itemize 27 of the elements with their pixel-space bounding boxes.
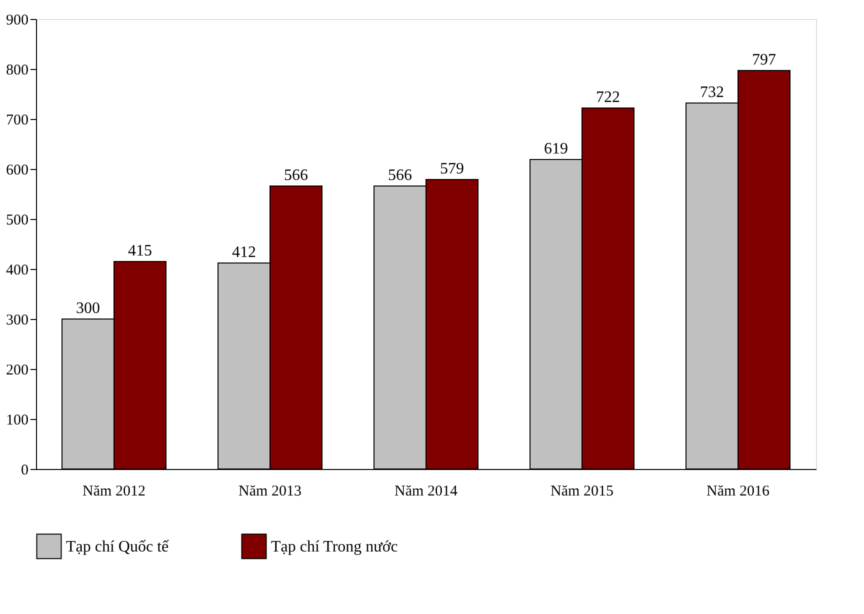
data-label: 415 <box>128 242 152 260</box>
data-label: 579 <box>440 160 464 178</box>
y-tick-label: 200 <box>6 362 28 378</box>
y-tick-label: 900 <box>6 12 28 28</box>
y-tick-label: 0 <box>21 462 28 478</box>
data-label: 732 <box>700 84 724 101</box>
y-tick-label: 100 <box>6 412 28 428</box>
data-label: 619 <box>544 140 568 158</box>
data-label: 722 <box>596 89 620 106</box>
y-tick-label: 400 <box>6 262 28 278</box>
y-tick-label: 500 <box>6 212 28 228</box>
legend-label: Tạp chí Trong nước <box>271 538 398 556</box>
data-label: 566 <box>388 167 412 184</box>
y-tick-label: 700 <box>6 112 28 128</box>
x-tick-label: Năm 2012 <box>82 484 146 500</box>
data-label: 412 <box>232 244 256 261</box>
legend-label: Tạp chí Quốc tế <box>66 538 170 556</box>
y-tick-label: 800 <box>6 62 28 78</box>
x-tick-label: Năm 2015 <box>550 484 614 500</box>
x-tick-label: Năm 2016 <box>706 484 770 500</box>
data-label: 300 <box>76 300 100 317</box>
x-tick-label: Năm 2013 <box>238 484 302 500</box>
y-tick-label: 300 <box>6 312 28 328</box>
y-tick-label: 600 <box>6 162 28 178</box>
x-tick-label: Năm 2014 <box>394 484 458 500</box>
data-label: 797 <box>752 52 776 68</box>
data-label: 566 <box>284 167 308 184</box>
